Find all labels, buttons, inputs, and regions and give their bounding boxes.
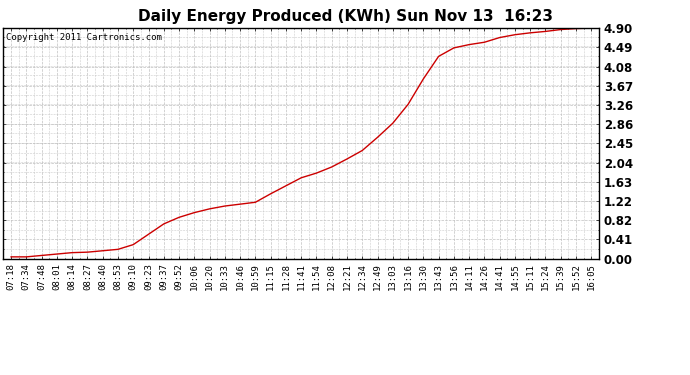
Text: Copyright 2011 Cartronics.com: Copyright 2011 Cartronics.com <box>6 33 162 42</box>
Text: Daily Energy Produced (KWh) Sun Nov 13  16:23: Daily Energy Produced (KWh) Sun Nov 13 1… <box>137 9 553 24</box>
